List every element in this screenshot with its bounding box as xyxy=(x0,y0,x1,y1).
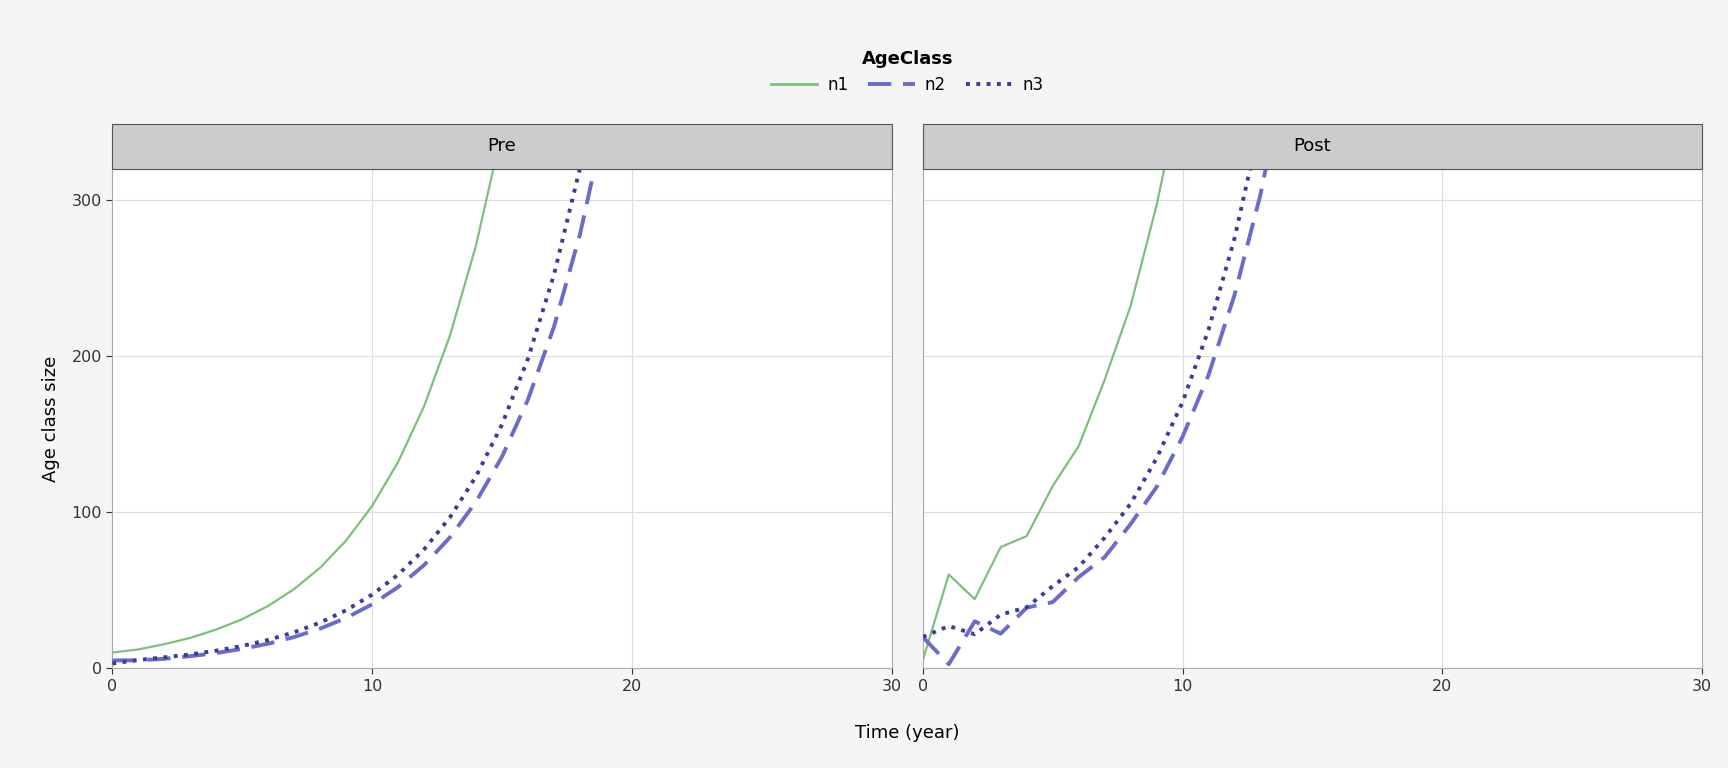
Legend: n1, n2, n3: n1, n2, n3 xyxy=(764,43,1051,101)
Y-axis label: Age class size: Age class size xyxy=(41,356,60,482)
Text: Time (year): Time (year) xyxy=(855,724,959,743)
FancyBboxPatch shape xyxy=(112,124,892,169)
Text: Post: Post xyxy=(1294,137,1331,155)
Text: Pre: Pre xyxy=(487,137,517,155)
FancyBboxPatch shape xyxy=(923,124,1702,169)
